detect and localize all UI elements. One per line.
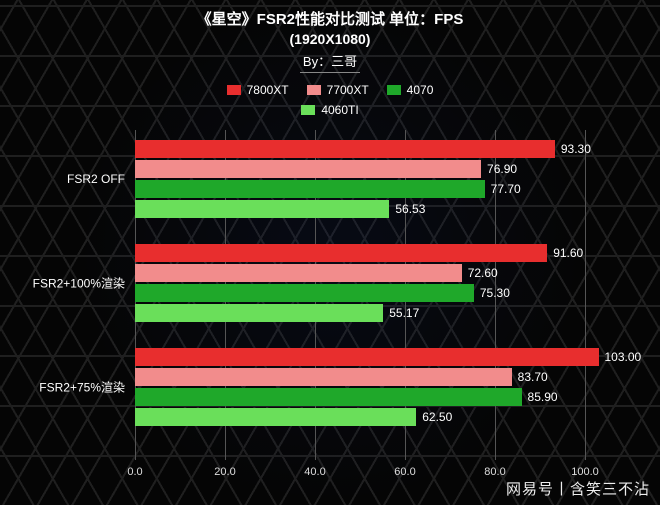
legend-swatch — [227, 85, 241, 95]
bar-value-label: 55.17 — [383, 306, 419, 320]
chart-title-line2: (1920X1080) — [0, 31, 660, 47]
bar: 83.70 — [135, 368, 512, 386]
x-tick-label: 20.0 — [214, 466, 235, 478]
bar: 56.53 — [135, 200, 389, 218]
x-tick-label: 40.0 — [304, 466, 325, 478]
legend-swatch — [301, 105, 315, 115]
bar: 75.30 — [135, 284, 474, 302]
legend-swatch — [307, 85, 321, 95]
bar-value-label: 62.50 — [416, 410, 452, 424]
watermark-text: 网易号丨含笑三不沾 — [506, 478, 650, 499]
chart-container: 《星空》FSR2性能对比测试 单位：FPS (1920X1080) By：三哥 … — [0, 0, 660, 505]
bar-value-label: 77.70 — [485, 182, 521, 196]
chart-title-line3: By：三哥 — [0, 51, 660, 70]
bar-value-label: 93.30 — [555, 142, 591, 156]
x-tick-label: 80.0 — [484, 466, 505, 478]
x-tick-label: 100.0 — [571, 466, 599, 478]
bar-value-label: 75.30 — [474, 286, 510, 300]
title-divider — [300, 72, 360, 73]
legend-label: 4060TI — [321, 103, 358, 117]
bar: 72.60 — [135, 264, 462, 282]
x-tick-label: 0.0 — [127, 466, 142, 478]
category-label: FSR2 OFF — [67, 172, 135, 186]
legend-item: 7700XT — [307, 83, 369, 97]
bar-value-label: 103.00 — [599, 350, 642, 364]
bar: 62.50 — [135, 408, 416, 426]
bar-value-label: 91.60 — [547, 246, 583, 260]
bar: 77.70 — [135, 180, 485, 198]
chart-title-line1: 《星空》FSR2性能对比测试 单位：FPS — [0, 8, 660, 29]
bar: 85.90 — [135, 388, 522, 406]
chart-legend: 7800XT 7700XT 4070 4060TI — [200, 83, 460, 117]
legend-item: 4070 — [387, 83, 434, 97]
bar: 91.60 — [135, 244, 547, 262]
gridline — [585, 130, 586, 460]
bar: 103.00 — [135, 348, 599, 366]
legend-swatch — [387, 85, 401, 95]
bar-value-label: 72.60 — [462, 266, 498, 280]
bar: 55.17 — [135, 304, 383, 322]
bar: 76.90 — [135, 160, 481, 178]
x-tick-label: 60.0 — [394, 466, 415, 478]
category-label: FSR2+75%渲染 — [39, 379, 135, 396]
chart-titles: 《星空》FSR2性能对比测试 单位：FPS (1920X1080) By：三哥 — [0, 0, 660, 73]
bar-value-label: 56.53 — [389, 202, 425, 216]
chart-plot-area: 0.020.040.060.080.0100.0 FSR2 OFF93.3076… — [35, 130, 630, 460]
legend-item: 7800XT — [227, 83, 289, 97]
bar-value-label: 83.70 — [512, 370, 548, 384]
bar-value-label: 76.90 — [481, 162, 517, 176]
legend-label: 4070 — [407, 83, 434, 97]
category-label: FSR2+100%渲染 — [33, 275, 135, 292]
legend-item: 4060TI — [301, 103, 358, 117]
bar-value-label: 85.90 — [522, 390, 558, 404]
bar: 93.30 — [135, 140, 555, 158]
legend-label: 7700XT — [327, 83, 369, 97]
legend-label: 7800XT — [247, 83, 289, 97]
